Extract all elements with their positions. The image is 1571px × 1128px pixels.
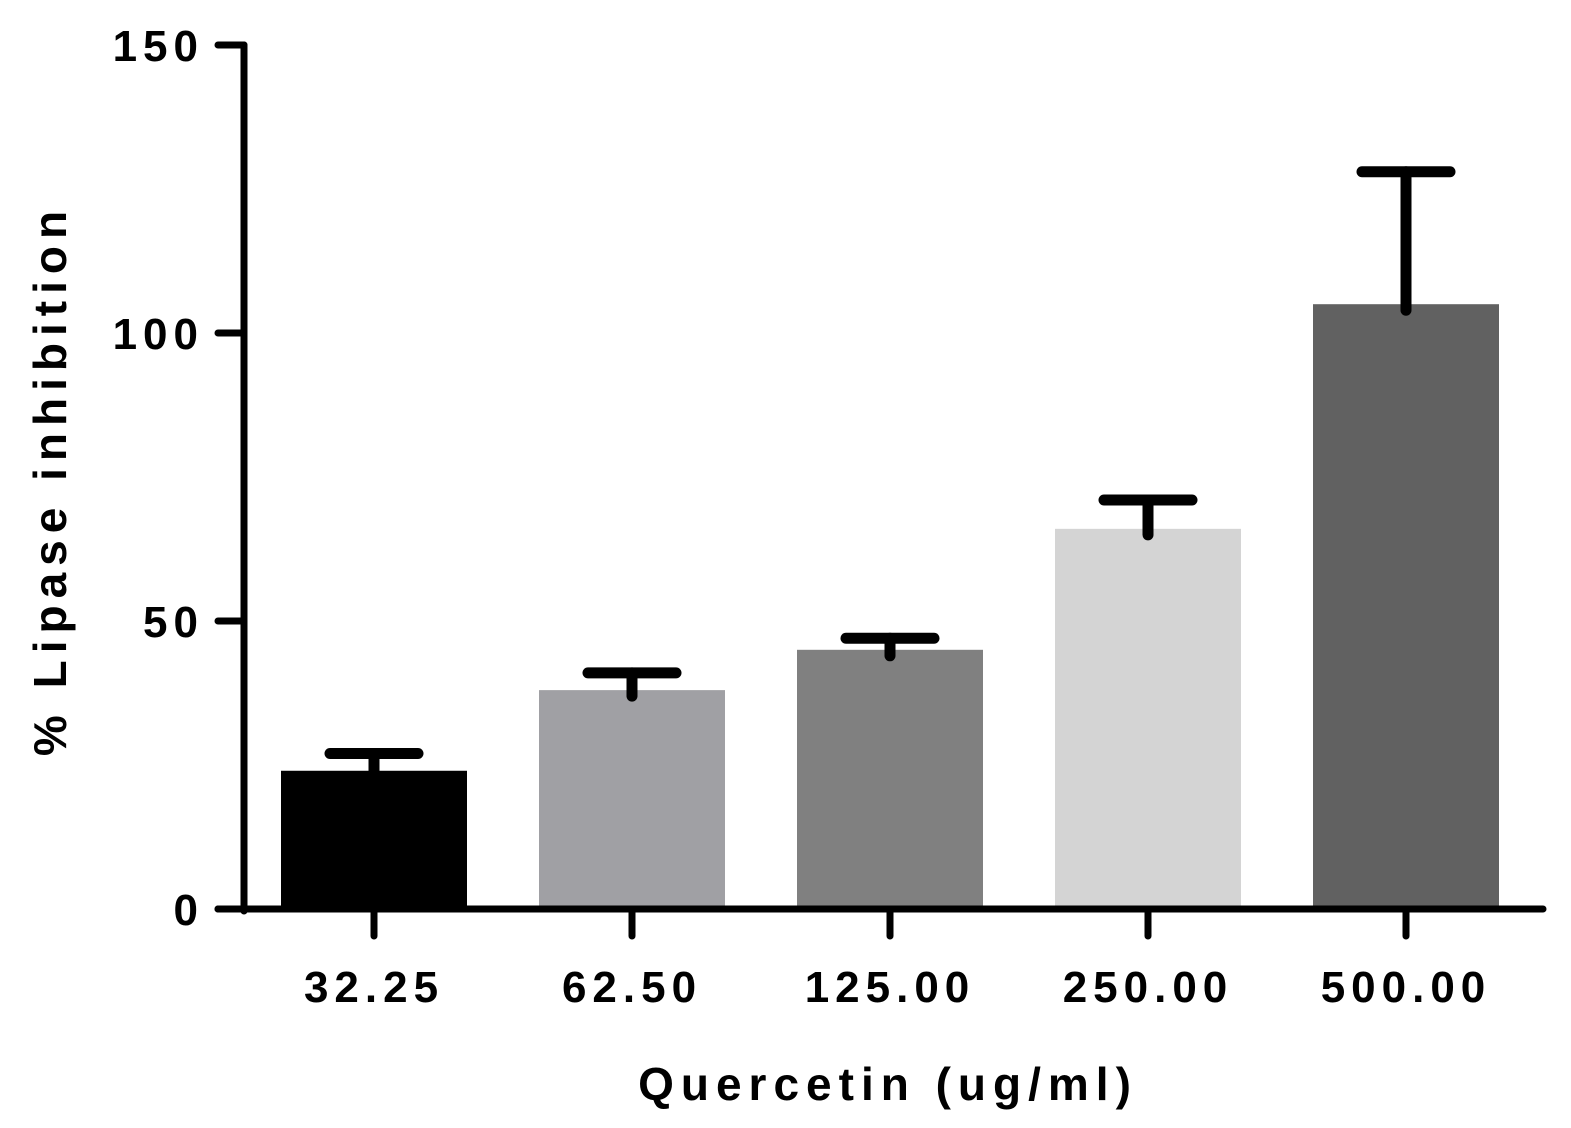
x-ticks-layer: 32.25 62.50 125.00 250.00 500.00 xyxy=(304,905,1492,1012)
bar-125.00 xyxy=(797,649,983,909)
x-tick-label-62.50: 62.50 xyxy=(562,963,702,1012)
x-tick-label-500.00: 500.00 xyxy=(1321,963,1492,1012)
y-tick-label-100: 100 xyxy=(113,310,204,359)
y-tick-label-50: 50 xyxy=(143,598,204,647)
bar-62.50 xyxy=(539,690,725,909)
error-bars-layer xyxy=(324,166,1456,783)
bar-500.00 xyxy=(1313,304,1499,909)
x-axis-title: Quercetin (ug/ml) xyxy=(638,1058,1138,1110)
bars-layer xyxy=(281,304,1499,909)
y-tick-label-150: 150 xyxy=(113,22,204,71)
y-tick-label-0: 0 xyxy=(174,886,204,935)
bar-250.00 xyxy=(1055,528,1241,909)
x-tick-label-125.00: 125.00 xyxy=(805,963,976,1012)
bar-32.25 xyxy=(281,770,467,909)
y-axis-title: % Lipase inhibition xyxy=(24,204,76,756)
x-tick-label-250.00: 250.00 xyxy=(1063,963,1234,1012)
y-ticks-layer: 0 50 100 150 xyxy=(113,22,248,935)
x-tick-label-32.25: 32.25 xyxy=(304,963,444,1012)
